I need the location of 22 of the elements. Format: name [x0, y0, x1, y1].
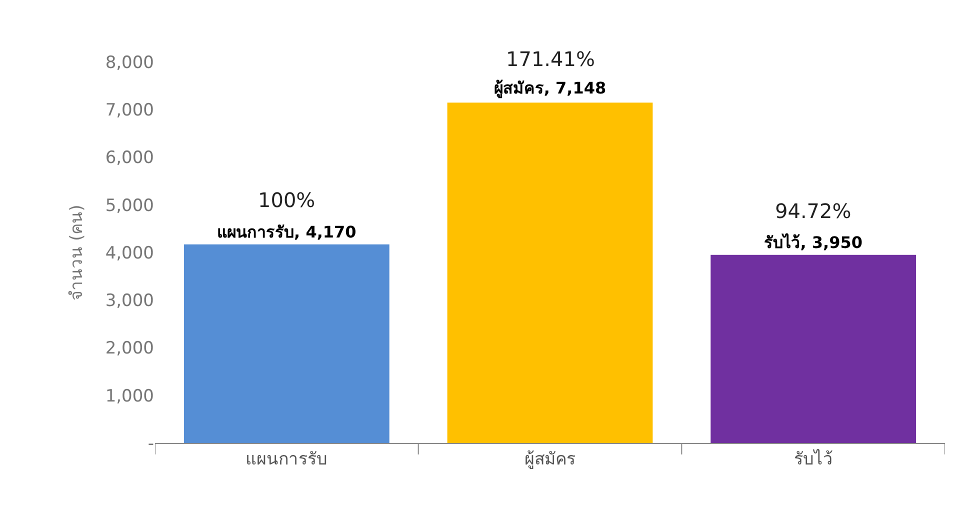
y-tick-label: 7,000: [105, 100, 154, 121]
data-label: รับไว้, 3,950: [764, 232, 862, 252]
data-label: แผนการรับ, 4,170: [217, 222, 356, 242]
y-tick-label: 3,000: [105, 291, 154, 312]
annotation: 100%: [258, 188, 316, 212]
y-tick-label: 4,000: [105, 243, 154, 264]
annotation: 171.41%: [506, 47, 595, 71]
x-tick-label: รับไว้: [794, 448, 833, 470]
bar: [184, 244, 390, 443]
y-tick-label: -: [148, 434, 154, 454]
y-tick-label: 1,000: [105, 386, 154, 406]
data-label: ผู้สมัคร, 7,148: [494, 78, 606, 100]
y-tick-label: 8,000: [105, 52, 154, 73]
y-axis-title: จำนวน (คน): [66, 204, 87, 300]
y-tick-label: 6,000: [105, 148, 154, 168]
annotation: 94.72%: [775, 199, 852, 223]
x-tick-label: แผนการรับ: [246, 449, 328, 470]
bar: [710, 254, 916, 443]
y-tick-label: 2,000: [105, 338, 154, 359]
bar: [447, 102, 653, 443]
y-tick-label: 5,000: [105, 196, 154, 216]
x-tick-label: ผู้สมัคร: [524, 449, 576, 470]
